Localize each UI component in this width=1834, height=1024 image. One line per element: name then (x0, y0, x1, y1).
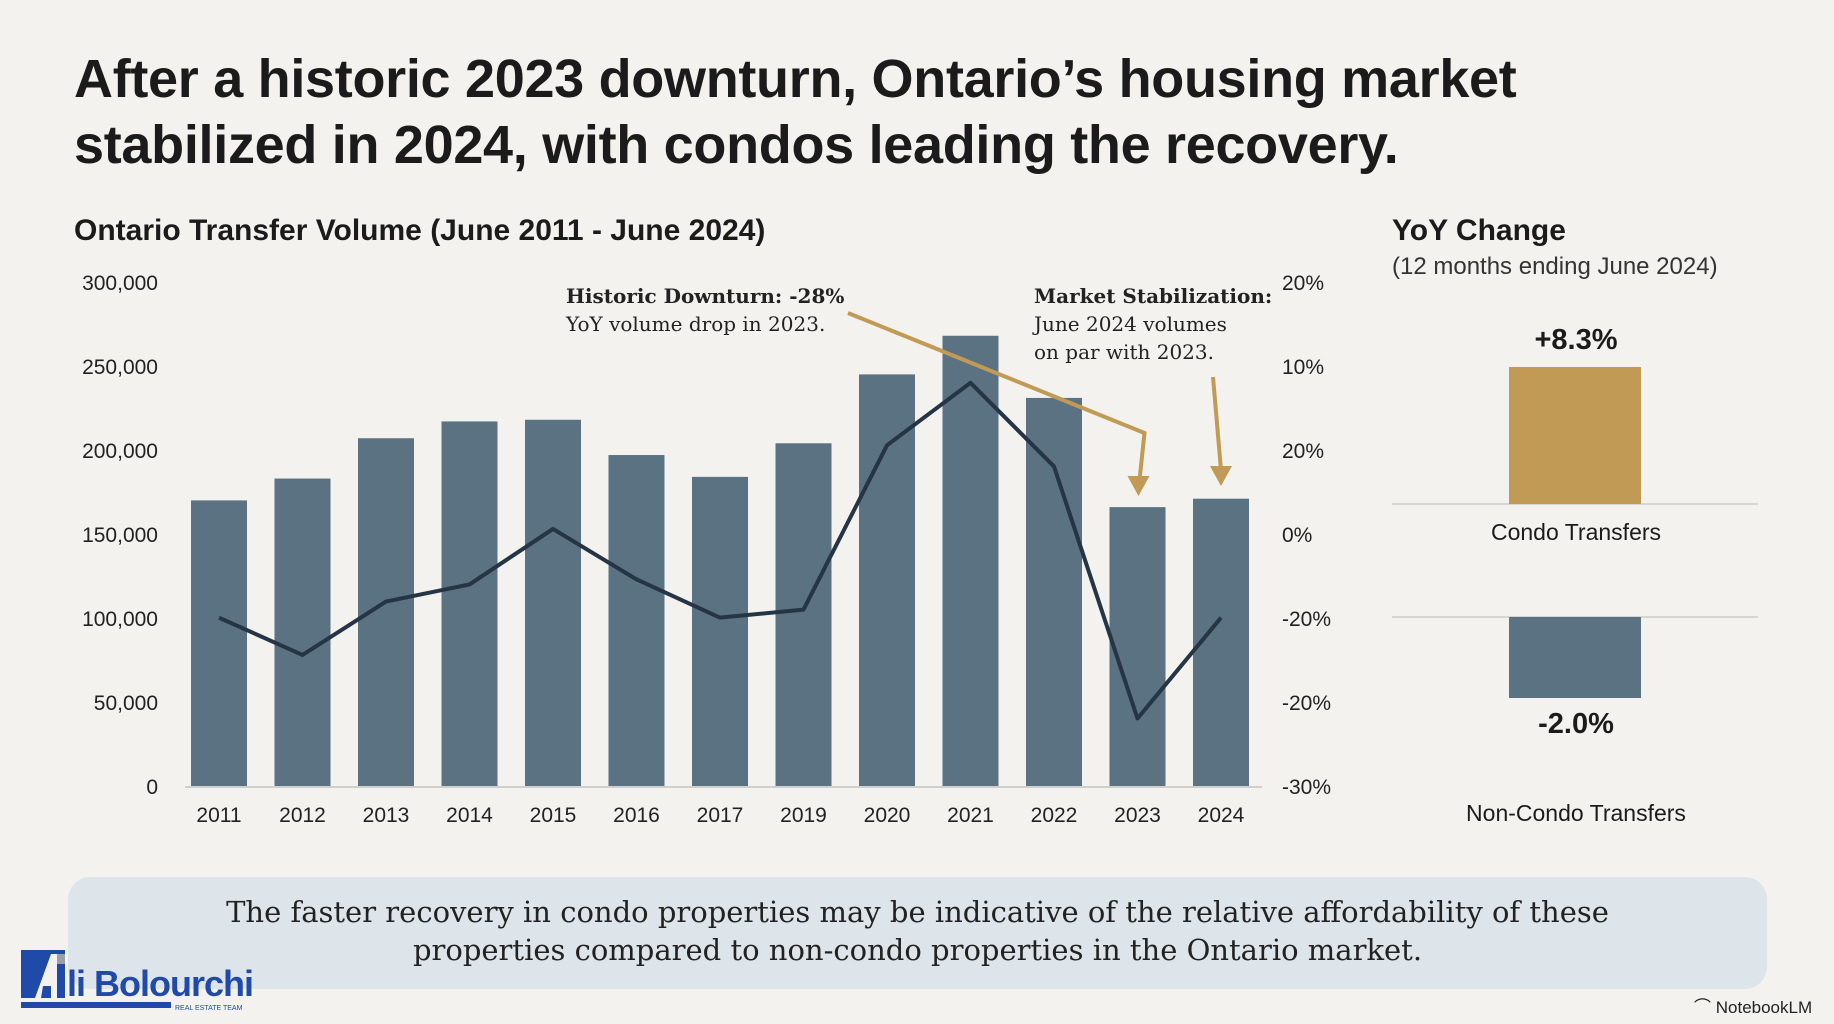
bar-2014 (441, 421, 498, 786)
bar-2021 (942, 335, 999, 786)
right-axis-tick: 0% (1282, 524, 1312, 547)
annotation-stabilization-line-1: June 2024 volumes (1034, 312, 1227, 336)
x-tick-2016: 2016 (613, 804, 660, 827)
footer-note-line-1: The faster recovery in condo properties … (226, 895, 1609, 929)
x-tick-2020: 2020 (864, 804, 911, 827)
svg-text:REAL ESTATE TEAM: REAL ESTATE TEAM (175, 1005, 243, 1012)
ali-bolourchi-logo: li Bolourchi REAL ESTATE TEAM (21, 950, 266, 1012)
x-tick-2014: 2014 (446, 804, 493, 827)
notebooklm-text: NotebookLM (1715, 998, 1813, 1017)
condo-yoy-bar (1509, 367, 1641, 504)
bar-2023 (1109, 507, 1166, 786)
left-axis-tick: 100,000 (82, 608, 158, 631)
stabilization-arrow (1211, 376, 1223, 471)
headline: After a historic 2023 downturn, Ontario’… (74, 46, 1517, 178)
x-tick-2013: 2013 (363, 804, 410, 827)
downturn-arrow (847, 311, 1147, 481)
x-tick-2019: 2019 (780, 804, 827, 827)
yoy-title: YoY Change (1392, 214, 1566, 247)
x-tick-2022: 2022 (1031, 804, 1078, 827)
bar-2012 (274, 478, 331, 786)
right-axis-tick: 20% (1282, 440, 1324, 463)
noncondo-data-label: -2.0% (1538, 708, 1614, 740)
x-tick-2015: 2015 (530, 804, 577, 827)
bar-2020 (859, 374, 915, 786)
stabilization-arrowhead (1210, 466, 1232, 486)
x-tick-2017: 2017 (697, 804, 744, 827)
bar-2017 (692, 476, 748, 786)
right-axis-tick: -20% (1282, 692, 1331, 715)
x-tick-2021: 2021 (947, 804, 994, 827)
annotation-downturn: Historic Downturn: -28% YoY volume drop … (566, 282, 844, 338)
annotation-stabilization-line-2: on par with 2023. (1034, 340, 1214, 364)
yoy-subtitle: (12 months ending June 2024) (1392, 253, 1718, 280)
left-axis-tick: 0 (146, 776, 158, 799)
notebooklm-watermark: ⌒ NotebookLM (1694, 993, 1812, 1018)
right-axis-tick: 20% (1282, 272, 1324, 295)
bar-2015 (525, 419, 581, 786)
x-tick-2011: 2011 (196, 804, 241, 827)
notebooklm-icon: ⌒ (1694, 998, 1711, 1017)
condo-category-label: Condo Transfers (1490, 519, 1662, 545)
bar-2016 (608, 455, 665, 786)
annotation-stabilization: Market Stabilization: June 2024 volumes … (1034, 282, 1272, 366)
left-axis-tick: 300,000 (82, 272, 158, 295)
annotation-downturn-heading: Historic Downturn: -28% (566, 284, 845, 308)
chart-title: Ontario Transfer Volume (June 2011 - Jun… (74, 214, 766, 247)
bar-2019 (775, 443, 832, 786)
footer-note: The faster recovery in condo properties … (68, 877, 1767, 989)
left-axis-tick: 50,000 (94, 692, 158, 715)
left-axis-tick: 200,000 (82, 440, 158, 463)
noncondo-category-label: Non-Condo Transfers (1466, 800, 1686, 826)
annotation-stabilization-heading: Market Stabilization: (1034, 284, 1273, 308)
noncondo-yoy-bar (1509, 617, 1641, 698)
right-axis-tick: 10% (1282, 356, 1324, 379)
x-tick-2024: 2024 (1198, 804, 1245, 827)
left-axis-tick: 250,000 (82, 356, 158, 379)
x-tick-2012: 2012 (279, 804, 326, 827)
right-axis-tick: -20% (1282, 608, 1331, 631)
yoy-line (218, 380, 1223, 721)
annotation-downturn-text: YoY volume drop in 2023. (566, 312, 826, 336)
bar-2011 (191, 500, 247, 786)
left-axis-tick: 150,000 (82, 524, 158, 547)
headline-line-2: stabilized in 2024, with condos leading … (74, 115, 1399, 175)
right-axis-tick: -30% (1282, 776, 1331, 799)
headline-line-1: After a historic 2023 downturn, Ontario’… (74, 49, 1517, 109)
condo-data-label: +8.3% (1534, 324, 1618, 356)
svg-text:li Bolourchi: li Bolourchi (67, 963, 253, 1004)
x-tick-2023: 2023 (1114, 804, 1161, 827)
downturn-arrowhead (1127, 476, 1150, 496)
bar-2022 (1026, 397, 1082, 786)
footer-note-line-2: properties compared to non-condo propert… (412, 933, 1423, 967)
